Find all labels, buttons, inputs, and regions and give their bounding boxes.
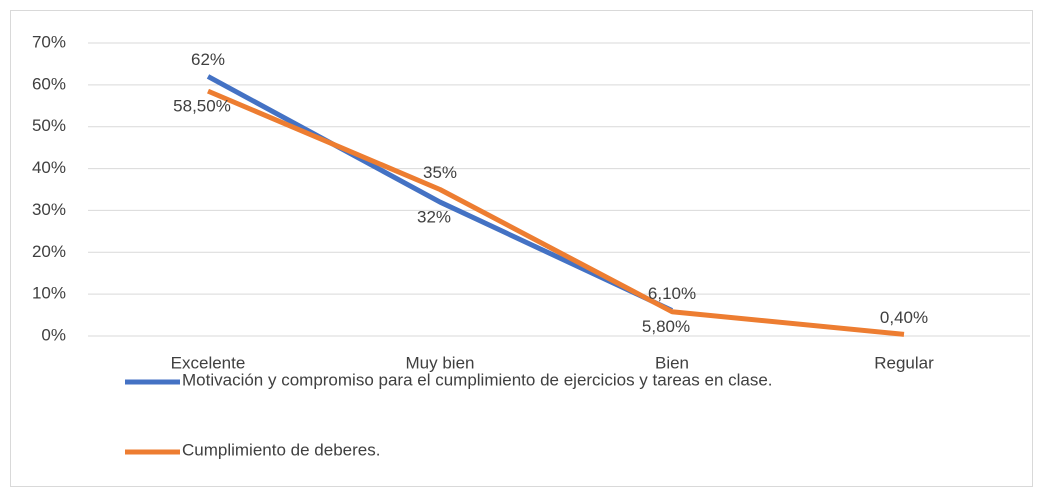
y-tick-label: 30% <box>32 200 66 219</box>
legend-label: Motivación y compromiso para el cumplimi… <box>182 370 773 389</box>
x-tick-label: Excelente <box>171 353 246 372</box>
y-tick-label: 0% <box>41 325 66 344</box>
data-label: 5,80% <box>642 317 690 336</box>
data-label: 35% <box>423 163 457 182</box>
chart-border <box>10 10 1033 487</box>
y-tick-label: 50% <box>32 116 66 135</box>
y-tick-label: 40% <box>32 158 66 177</box>
data-label: 62% <box>191 50 225 69</box>
legend-label: Cumplimiento de deberes. <box>182 440 380 459</box>
y-tick-label: 20% <box>32 242 66 261</box>
x-tick-label: Bien <box>655 353 689 372</box>
data-label: 32% <box>417 208 451 227</box>
data-label: 58,50% <box>173 97 231 116</box>
y-tick-label: 70% <box>32 32 66 51</box>
x-tick-label: Regular <box>874 353 934 372</box>
data-line <box>207 88 905 337</box>
y-tick-label: 10% <box>32 284 66 303</box>
x-tick-label: Muy bien <box>406 353 475 372</box>
y-tick-label: 60% <box>32 74 66 93</box>
data-label: 0,40% <box>880 308 928 327</box>
data-line <box>206 74 674 313</box>
data-label: 6,10% <box>648 284 696 303</box>
